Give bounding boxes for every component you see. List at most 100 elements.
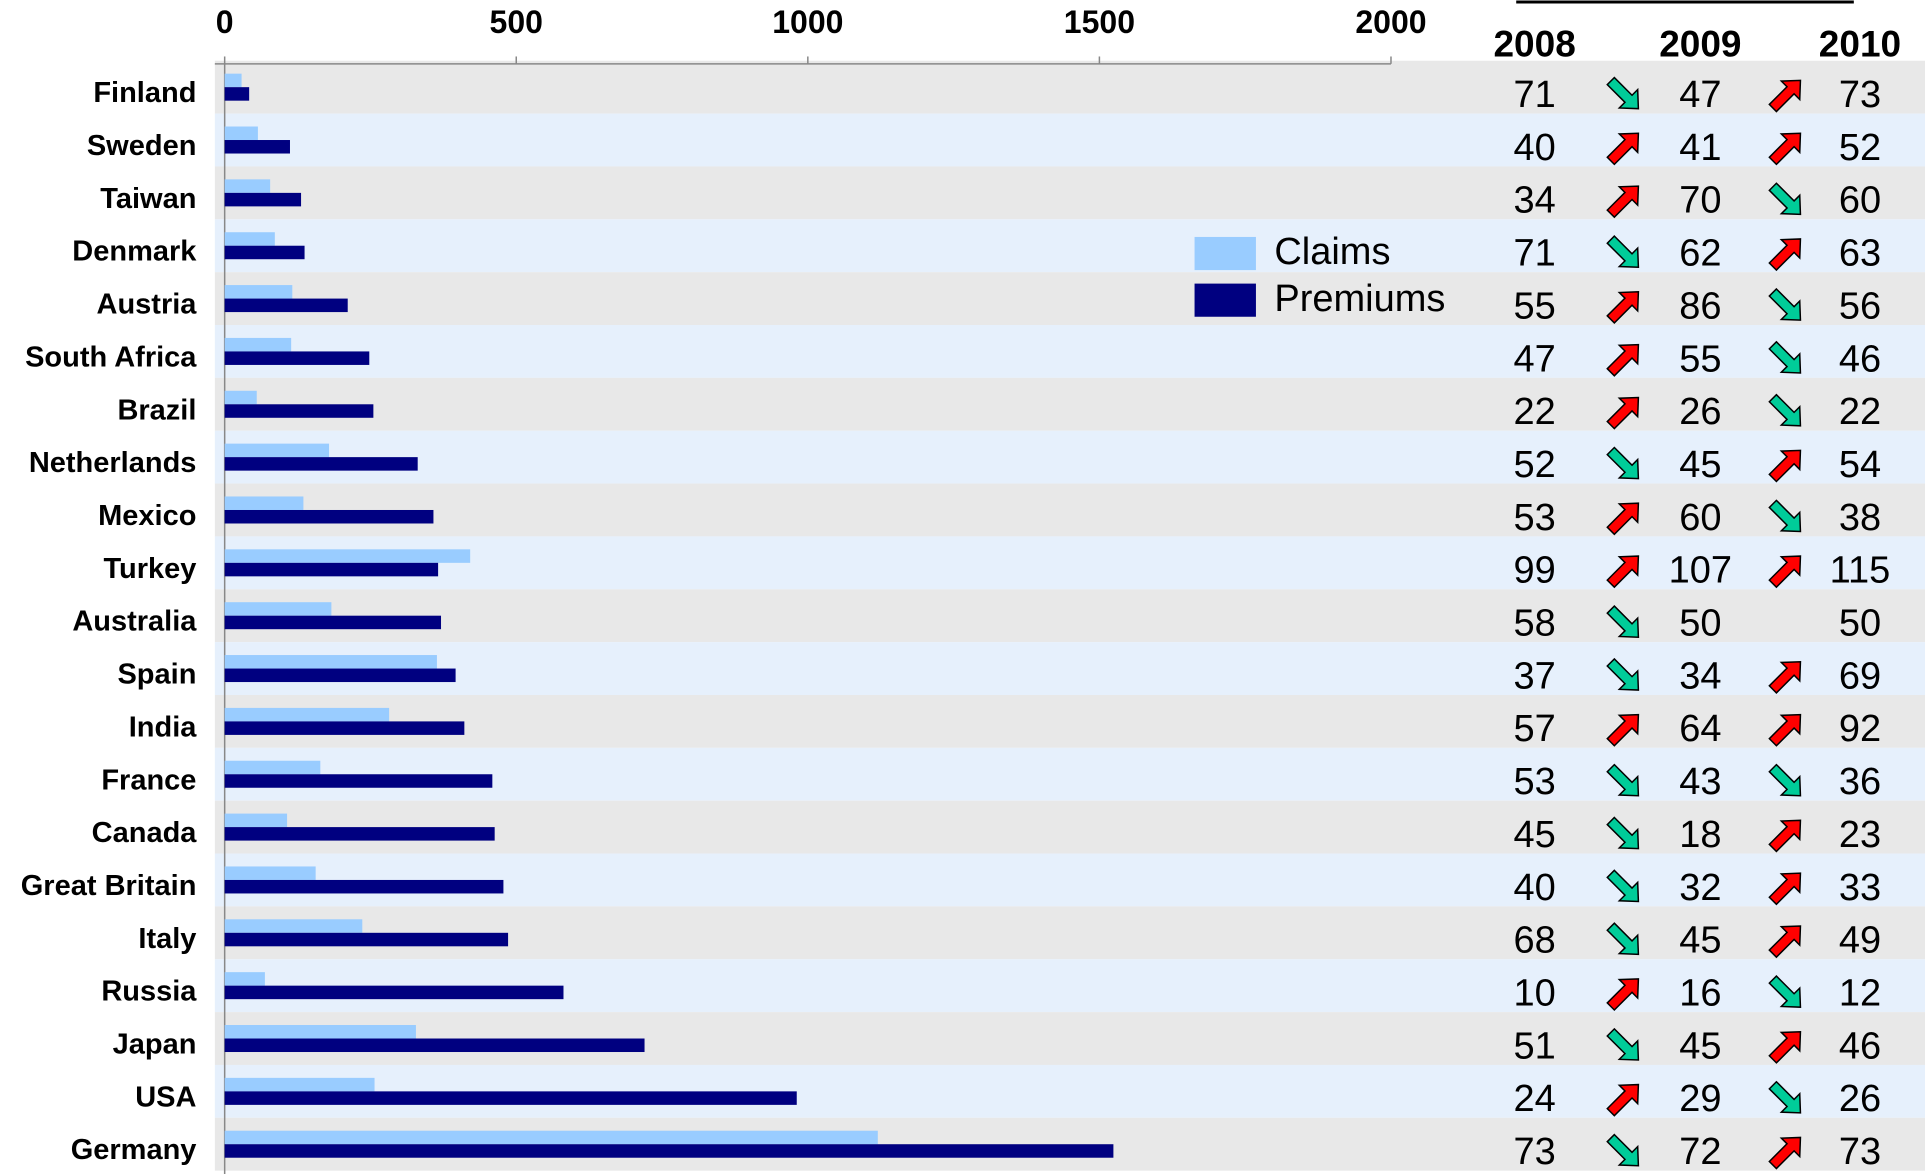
arrow-up bbox=[1606, 713, 1640, 747]
arrow-up bbox=[1768, 660, 1802, 694]
table-cell: 29 bbox=[1679, 1078, 1721, 1120]
table-cell: 26 bbox=[1679, 391, 1721, 433]
arrow-shape bbox=[1606, 605, 1640, 638]
arrow-shape bbox=[1606, 869, 1640, 903]
arrow-down bbox=[1606, 605, 1640, 638]
table-cell: 69 bbox=[1839, 655, 1881, 697]
arrow-down bbox=[1606, 76, 1640, 110]
arrow-up bbox=[1606, 132, 1640, 166]
bar bbox=[224, 126, 258, 141]
table-cell: 68 bbox=[1513, 920, 1555, 962]
arrow-down bbox=[1768, 763, 1802, 797]
table-cell: 71 bbox=[1513, 74, 1555, 116]
row-band bbox=[214, 694, 1925, 748]
y-tick-label: Australia bbox=[72, 606, 197, 638]
arrow-up bbox=[1606, 185, 1640, 219]
arrow-shape bbox=[1606, 502, 1640, 536]
bar bbox=[224, 972, 265, 986]
bar bbox=[224, 774, 493, 788]
y-tick-label: Italy bbox=[138, 923, 196, 955]
bar bbox=[224, 245, 305, 260]
y-tick-label: Taiwan bbox=[100, 183, 196, 215]
arrow-shape bbox=[1606, 396, 1640, 430]
bar bbox=[224, 655, 437, 669]
arrow-shape bbox=[1606, 713, 1640, 747]
y-tick-label: South Africa bbox=[25, 341, 197, 373]
table-cell: 47 bbox=[1679, 74, 1721, 116]
arrow-up bbox=[1606, 291, 1640, 324]
table-cell: 46 bbox=[1839, 338, 1881, 380]
arrow-up bbox=[1768, 713, 1802, 747]
arrow-shape bbox=[1768, 819, 1802, 853]
row-band bbox=[214, 747, 1925, 801]
bar bbox=[224, 285, 293, 299]
row-band bbox=[214, 906, 1925, 960]
arrow-shape bbox=[1606, 922, 1640, 956]
bar bbox=[224, 615, 442, 630]
y-tick-label: Turkey bbox=[103, 553, 196, 585]
table-cell: 32 bbox=[1679, 867, 1721, 909]
arrow-shape bbox=[1768, 182, 1802, 216]
x-tick-label: 0 bbox=[216, 4, 234, 40]
bar bbox=[224, 668, 456, 683]
arrow-shape bbox=[1768, 287, 1802, 321]
row-band bbox=[214, 113, 1925, 167]
table-cell: 46 bbox=[1839, 1025, 1881, 1067]
arrow-shape bbox=[1768, 1080, 1802, 1114]
bar bbox=[224, 932, 509, 947]
row-band bbox=[214, 377, 1925, 431]
legend-label: Premiums bbox=[1274, 278, 1445, 320]
y-tick-label: Japan bbox=[113, 1029, 197, 1061]
y-tick-label: Great Britain bbox=[21, 870, 197, 902]
arrow-shape bbox=[1768, 499, 1802, 533]
arrow-up bbox=[1768, 555, 1802, 589]
table-cell: 53 bbox=[1513, 497, 1555, 539]
y-tick-label: Netherlands bbox=[29, 447, 197, 479]
bar bbox=[224, 602, 332, 616]
table-cell: 58 bbox=[1513, 603, 1555, 645]
bar bbox=[224, 404, 374, 418]
table-cell: 115 bbox=[1830, 550, 1891, 592]
table-cell: 99 bbox=[1513, 550, 1555, 592]
y-tick-label: France bbox=[101, 764, 196, 796]
arrow-up bbox=[1768, 819, 1802, 853]
table-cell: 57 bbox=[1513, 708, 1555, 750]
arrow-down bbox=[1768, 287, 1802, 321]
arrow-shape bbox=[1606, 185, 1640, 219]
table-cell: 43 bbox=[1679, 761, 1721, 803]
arrow-shape bbox=[1768, 340, 1802, 374]
table-cell: 55 bbox=[1679, 338, 1721, 380]
arrow-down bbox=[1606, 1133, 1640, 1167]
bar bbox=[224, 985, 564, 1000]
x-tick-label: 2000 bbox=[1355, 4, 1426, 40]
arrow-shape bbox=[1606, 235, 1640, 269]
table-cell: 60 bbox=[1839, 180, 1881, 222]
table-cell: 71 bbox=[1513, 233, 1555, 275]
arrow-shape bbox=[1606, 763, 1640, 797]
arrow-down bbox=[1606, 235, 1640, 269]
arrow-up bbox=[1606, 502, 1640, 536]
y-tick-label: Brazil bbox=[117, 394, 196, 426]
column-header: 2008 bbox=[1493, 23, 1575, 64]
row-band bbox=[214, 219, 1925, 273]
row-band bbox=[214, 60, 1925, 114]
table-cell: 36 bbox=[1839, 761, 1881, 803]
bar bbox=[224, 298, 348, 313]
arrow-shape bbox=[1606, 555, 1640, 589]
arrow-shape bbox=[1606, 1133, 1640, 1167]
bar bbox=[224, 866, 316, 880]
table-cell: 73 bbox=[1839, 74, 1881, 116]
row-band bbox=[214, 166, 1925, 220]
arrow-shape bbox=[1768, 974, 1802, 1008]
arrow-up bbox=[1768, 1030, 1802, 1064]
y-tick-label: Canada bbox=[92, 817, 198, 849]
arrow-shape bbox=[1606, 446, 1640, 480]
bar bbox=[224, 707, 390, 722]
arrow-up bbox=[1768, 238, 1802, 272]
bar bbox=[224, 496, 304, 510]
table-cell: 50 bbox=[1679, 603, 1721, 645]
bar bbox=[224, 390, 257, 405]
arrow-shape bbox=[1606, 76, 1640, 110]
y-tick-label: Finland bbox=[93, 77, 196, 109]
arrow-down bbox=[1768, 974, 1802, 1008]
